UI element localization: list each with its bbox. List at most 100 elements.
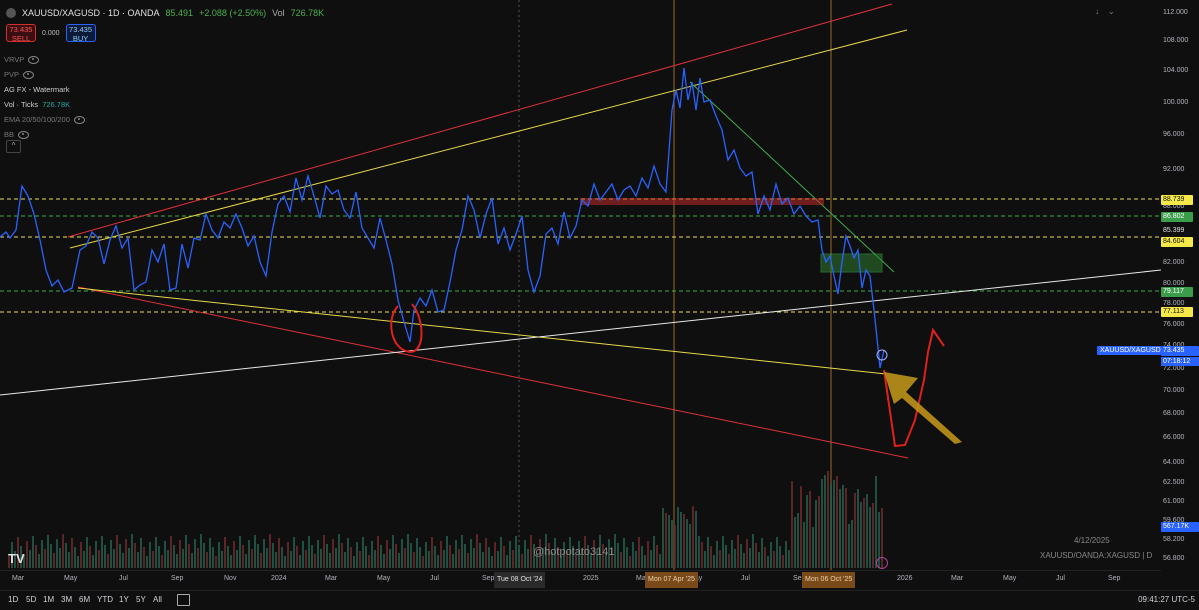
volume-bar [77, 556, 79, 568]
range-button-3m[interactable]: 3M [61, 595, 73, 604]
time-tick: May [64, 575, 78, 582]
time-tick: 2025 [583, 575, 599, 582]
volume-bar [233, 541, 235, 568]
volume-value: 726.78K [290, 8, 325, 18]
time-tick: Sep [1108, 575, 1121, 582]
time-marker[interactable]: Tue 08 Oct '24 [494, 572, 546, 588]
volume-bar [674, 525, 676, 568]
volume-bar [476, 534, 478, 568]
range-button-5y[interactable]: 5Y [136, 595, 146, 604]
volume-bar [239, 536, 241, 568]
volume-bar [764, 547, 766, 568]
volume-bar [305, 550, 307, 568]
symbol-icon[interactable] [6, 8, 16, 18]
volume-bar [410, 543, 412, 568]
volume-bar [872, 503, 874, 568]
volume-bar [539, 539, 541, 568]
volume-bar [770, 542, 772, 568]
collapse-pane-icon[interactable]: ⌄ [1107, 6, 1115, 16]
volume-bar [578, 541, 580, 568]
price-tag-support[interactable]: 77.113 [1161, 307, 1193, 317]
indicator-value: 726.78K [42, 100, 71, 109]
volume-bar [782, 555, 784, 568]
price-tag-volume: 567.17K [1161, 522, 1199, 532]
volume-bar [761, 538, 763, 568]
indicator-row[interactable]: BB [4, 127, 85, 142]
volume-bar [302, 541, 304, 568]
symbol-title[interactable]: XAUUSD/XAGUSD · 1D · OANDA [22, 8, 160, 18]
indicator-label: VRVP [4, 55, 25, 64]
volume-bar [248, 540, 250, 568]
arrow-down-icon[interactable]: ↓ [1094, 6, 1100, 16]
eye-icon[interactable] [28, 55, 40, 64]
calendar-icon[interactable] [177, 594, 190, 606]
volume-bar [800, 486, 802, 568]
time-axis[interactable]: Mar May Jul Sep Nov 2024 Mar May Jul Sep… [0, 570, 1161, 591]
volume-bar [542, 548, 544, 568]
alert-icon[interactable] [876, 557, 888, 569]
volume-bar [512, 550, 514, 568]
indicator-list: VRVP PVP AG FX - Watermark Vol · Ticks 7… [4, 52, 85, 142]
range-button-1d[interactable]: 1D [8, 595, 19, 604]
volume-bar [746, 539, 748, 568]
range-button-1m[interactable]: 1M [43, 595, 55, 604]
volume-bar [419, 547, 421, 568]
volume-bar [701, 542, 703, 568]
price-tag-level[interactable]: 84.604 [1161, 237, 1193, 247]
volume-bar [74, 547, 76, 568]
range-button-all[interactable]: All [153, 595, 162, 604]
indicator-row[interactable]: AG FX - Watermark [4, 82, 85, 97]
trend-lower-line [77, 287, 887, 375]
sell-button[interactable]: 73.435 SELL [6, 24, 36, 42]
eye-icon[interactable] [73, 115, 85, 124]
volume-bar [185, 535, 187, 568]
volume-bar [89, 546, 91, 568]
price-tick: 56.800 [1163, 555, 1185, 562]
volume-bar [860, 502, 862, 568]
eye-icon[interactable] [23, 70, 35, 79]
clock[interactable]: 09:41:27 UTC-5 [1138, 595, 1195, 604]
volume-bar [668, 515, 670, 568]
volume-bar [122, 553, 124, 568]
volume-bar [356, 542, 358, 568]
volume-bar [695, 511, 697, 568]
price-tick: 80.000 [1163, 280, 1185, 287]
buy-button[interactable]: 73.435 BUY [65, 24, 96, 42]
volume-bar [134, 543, 136, 568]
volume-label: Vol [272, 8, 285, 18]
indicator-row[interactable]: VRVP [4, 52, 85, 67]
volume-bar [497, 551, 499, 568]
volume-bar [545, 534, 547, 568]
time-marker[interactable]: Mon 06 Oct '25 [802, 572, 856, 588]
chart-pane[interactable]: XAUUSD/XAGUSD · 1D · OANDA 85.491 +2.088… [0, 0, 1164, 570]
time-tick: Jul [741, 575, 750, 582]
volume-bar [824, 475, 826, 568]
range-button-5d[interactable]: 5D [26, 595, 37, 604]
range-button-6m[interactable]: 6M [79, 595, 91, 604]
volume-bar [137, 552, 139, 568]
range-button-ytd[interactable]: YTD [97, 595, 113, 604]
price-tick: 58.200 [1163, 536, 1185, 543]
price-tag-level[interactable]: 86.802 [1161, 212, 1193, 222]
volume-bar [8, 556, 10, 568]
indicator-row[interactable]: Vol · Ticks 726.78K [4, 97, 85, 112]
volume-bar [107, 554, 109, 568]
indicator-row[interactable]: EMA 20/50/100/200 [4, 112, 85, 127]
indicator-row[interactable]: PVP [4, 67, 85, 82]
time-marker[interactable]: Mon 07 Apr '25 [645, 572, 698, 588]
volume-bar [98, 550, 100, 568]
price-tag-level[interactable]: 79.117 [1161, 287, 1193, 297]
volume-bar [104, 545, 106, 568]
volume-bar [293, 537, 295, 568]
collapse-indicators-button[interactable]: ^ [6, 140, 21, 153]
price-chart-svg[interactable] [0, 0, 1161, 570]
eye-icon[interactable] [18, 130, 30, 139]
indicator-label: PVP [4, 70, 20, 79]
price-axis[interactable]: 112.000 108.000 104.000 100.000 96.000 9… [1161, 0, 1199, 570]
range-button-1y[interactable]: 1Y [119, 595, 129, 604]
volume-bar [839, 489, 841, 568]
volume-bar [224, 537, 226, 568]
volume-bar [869, 507, 871, 568]
buy-price: 73.435 [69, 25, 92, 34]
price-tag-resistance[interactable]: 88.739 [1161, 195, 1193, 205]
